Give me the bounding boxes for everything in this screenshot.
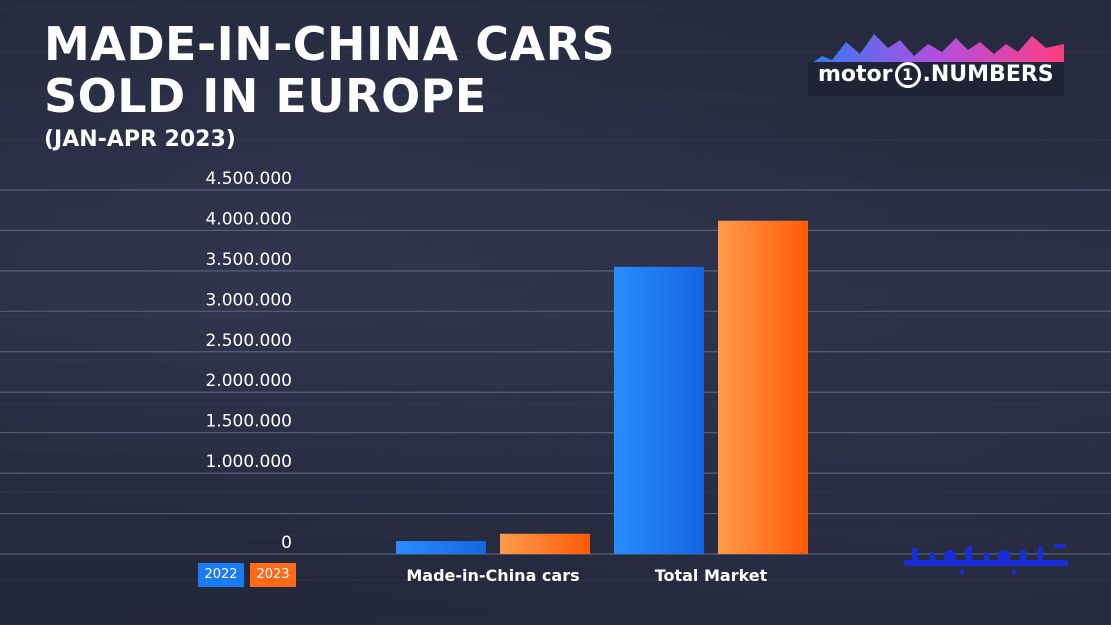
persian-watermark-icon — [904, 544, 1068, 575]
bar-2023-1 — [718, 220, 808, 554]
motor1-numbers-logo: motor 1 .NUMBERS — [808, 26, 1064, 98]
x-axis-category-labels: Made-in-China cars Total Market — [406, 566, 767, 585]
legend-item-2023: 2023 — [250, 563, 296, 587]
legend-item-2022: 2022 — [198, 563, 244, 587]
y-tick-label: 0 — [281, 533, 292, 553]
bar-2022-0 — [396, 541, 486, 554]
y-tick-label: 1.000.000 — [205, 452, 292, 472]
grid-lines — [0, 189, 1111, 555]
logo-brand: motor — [818, 62, 893, 87]
y-tick-label: 2.000.000 — [205, 371, 292, 391]
chart-subtitle: (JAN-APR 2023) — [44, 127, 236, 152]
bar-2023-0 — [500, 533, 590, 554]
logo-text: motor 1 .NUMBERS — [818, 60, 1054, 90]
y-tick-label: 3.500.000 — [205, 250, 292, 270]
bar-chart: 0 1.000.000 1.500.000 2.000.000 2.500.000 3.0… — [0, 170, 1111, 585]
logo-suffix: .NUMBERS — [922, 62, 1054, 87]
logo-mark: 1 — [894, 62, 921, 88]
x-category-label: Total Market — [655, 566, 768, 585]
x-category-label: Made-in-China cars — [406, 566, 579, 585]
chart-title: MADE-IN-CHINA CARS SOLD IN EUROPE — [44, 17, 616, 123]
y-axis-tick-labels: 0 1.000.000 1.500.000 2.000.000 2.500.000 3.0… — [205, 170, 292, 553]
y-tick-label: 1.500.000 — [205, 412, 292, 432]
bars — [396, 220, 808, 554]
y-tick-label: 4.500.000 — [205, 170, 292, 189]
y-tick-label: 3.000.000 — [205, 290, 292, 310]
y-tick-label: 4.000.000 — [205, 209, 292, 229]
y-tick-label: 2.500.000 — [205, 331, 292, 351]
mountain-skyline-icon — [808, 34, 1064, 96]
bar-2022-1 — [614, 266, 704, 554]
